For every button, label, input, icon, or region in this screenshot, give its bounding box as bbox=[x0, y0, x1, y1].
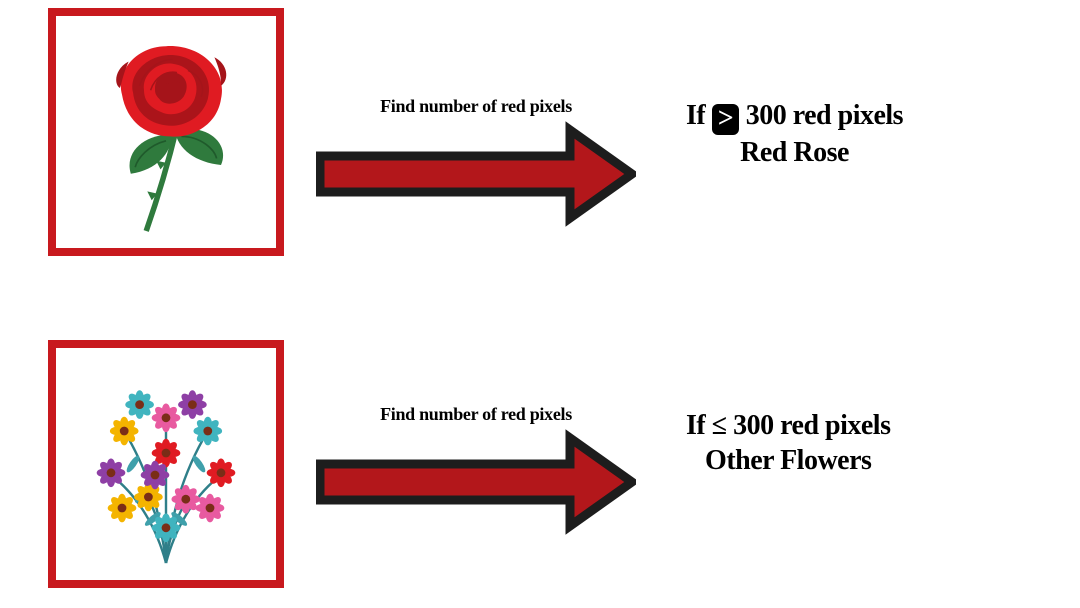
mixed-arrow-wrap: Find number of red pixels bbox=[316, 404, 636, 535]
mixed-result-suffix: 300 red pixels bbox=[733, 410, 890, 441]
rose-arrow-wrap: Find number of red pixels bbox=[316, 96, 636, 227]
mixed-arrow-label: Find number of red pixels bbox=[380, 404, 572, 425]
mixed-image-box bbox=[48, 340, 284, 588]
rose-image-box bbox=[48, 8, 284, 256]
rose-illustration bbox=[56, 16, 276, 248]
less-equal-icon: ≤ bbox=[712, 410, 727, 441]
rose-arrow bbox=[316, 121, 636, 227]
rose-result: If > 300 red pixels Red Rose bbox=[686, 98, 903, 170]
rose-result-prefix: If bbox=[686, 100, 712, 131]
mixed-arrow bbox=[316, 429, 636, 535]
mixed-result-prefix: If bbox=[686, 410, 712, 441]
rose-result-suffix: 300 red pixels bbox=[746, 100, 903, 131]
mixed-flowers-illustration bbox=[56, 348, 276, 580]
mixed-result-line2: Other Flowers bbox=[686, 443, 891, 478]
rose-result-line2: Red Rose bbox=[686, 135, 903, 170]
greater-than-icon: > bbox=[712, 104, 739, 135]
mixed-result: If ≤ 300 red pixels Other Flowers bbox=[686, 408, 891, 478]
rose-arrow-label: Find number of red pixels bbox=[380, 96, 572, 117]
